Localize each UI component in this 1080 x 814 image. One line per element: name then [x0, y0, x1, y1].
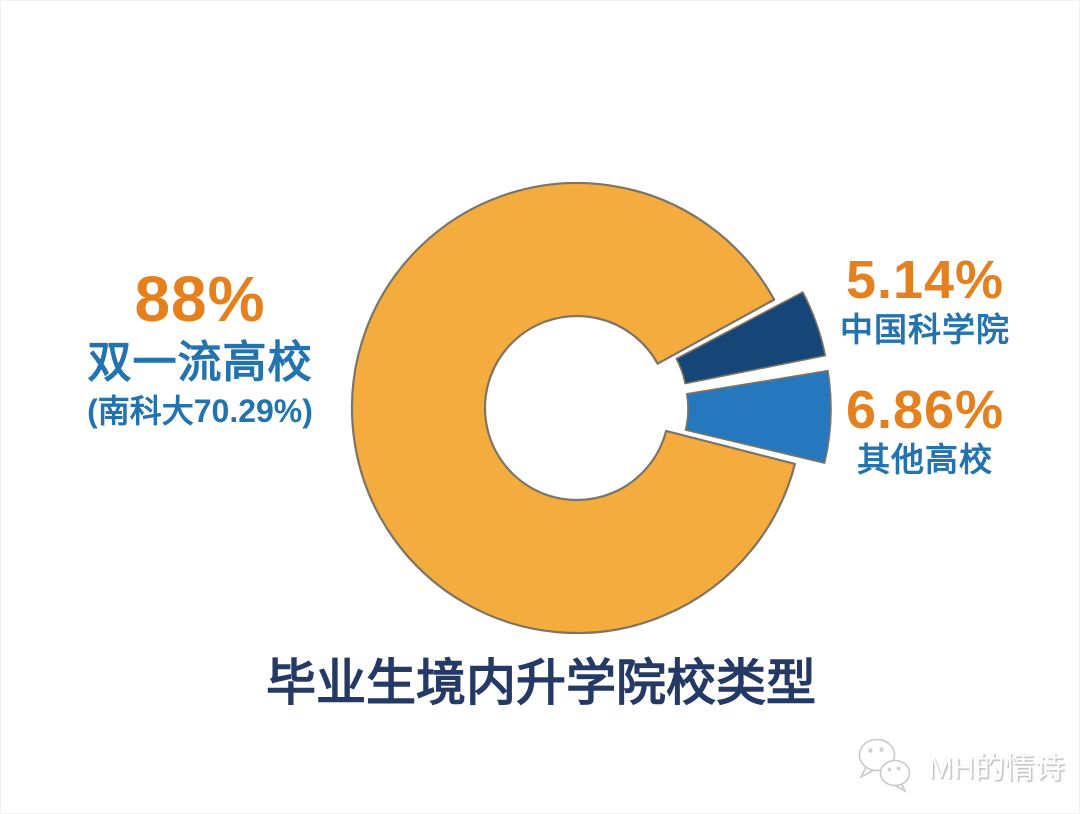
chart-title: 毕业生境内升学院校类型 [266, 655, 816, 711]
donut-slice-2 [350, 181, 797, 635]
wechat-logo-icon [858, 738, 911, 793]
slice-category-name: 中国科学院 [840, 310, 1010, 348]
donut-slice-1 [684, 369, 832, 464]
donut-slice-0 [675, 291, 827, 385]
watermark: MH的情诗 [850, 735, 1065, 795]
slice-label-zhongkeyuan: 5.14% 中国科学院 [810, 252, 1040, 347]
slice-label-shuangyiliu: 88% 双一流高校 (南科大70.29%) [55, 263, 345, 430]
slice-category-name: 双一流高校 [87, 338, 313, 388]
slice-percent-value: 5.14% [845, 250, 1005, 310]
slice-sublabel: (南科大70.29%) [87, 393, 313, 430]
slice-percent-value: 6.86% [845, 380, 1005, 440]
slice-label-qita: 6.86% 其他高校 [810, 382, 1040, 477]
watermark-text: MH的情诗 [928, 752, 1065, 785]
slice-category-name: 其他高校 [857, 440, 993, 478]
slice-percent-value: 88% [134, 263, 266, 335]
